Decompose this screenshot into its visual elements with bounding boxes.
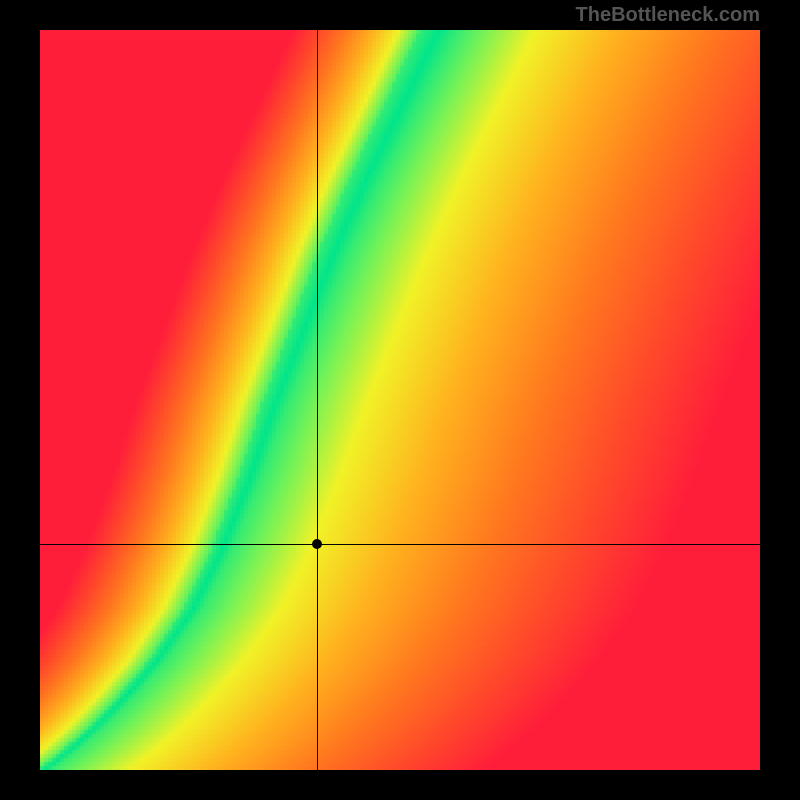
crosshair-horizontal [40, 544, 760, 545]
chart-container: TheBottleneck.com [0, 0, 800, 800]
crosshair-marker [312, 539, 322, 549]
heatmap-plot [40, 30, 760, 770]
heatmap-canvas [40, 30, 760, 770]
crosshair-vertical [317, 30, 318, 770]
watermark-text: TheBottleneck.com [576, 4, 760, 27]
